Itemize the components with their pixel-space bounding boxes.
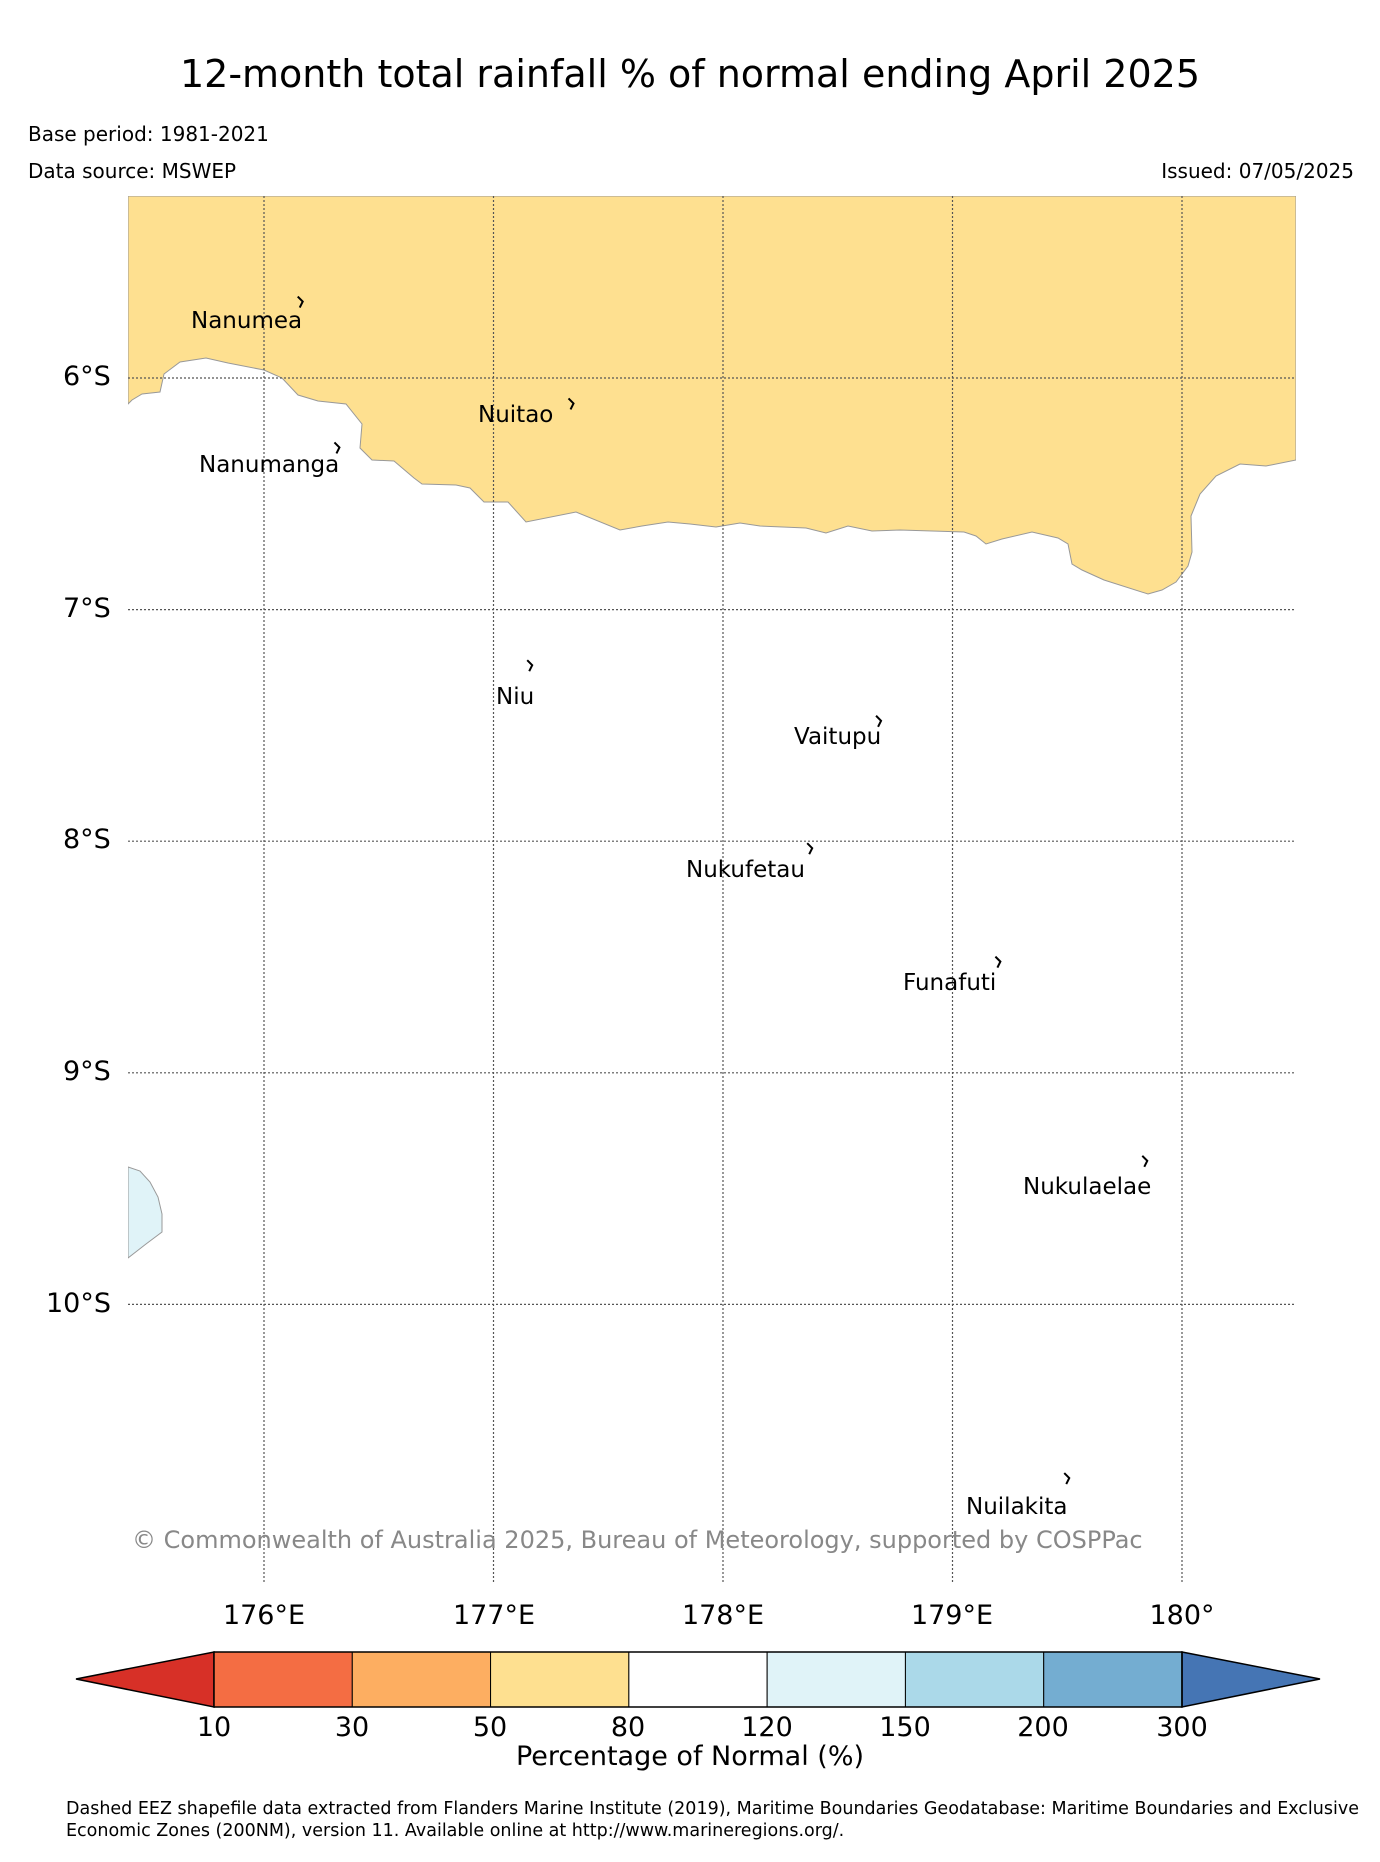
- colorbar-tick-200: 200: [1017, 1712, 1069, 1743]
- footnote: Dashed EEZ shapefile data extracted from…: [66, 1799, 1359, 1841]
- colorbar-segment: [490, 1651, 630, 1708]
- island-outline-nanumanga: [333, 441, 341, 454]
- colorbar-segment: [766, 1651, 906, 1708]
- island-label-nanumea: Nanumea: [191, 308, 303, 334]
- island-outline-niu: [526, 659, 534, 672]
- island-outline-nuitao: [567, 397, 575, 410]
- colorbar-over-arrow: [1181, 1651, 1321, 1708]
- colorbar-tick-80: 80: [610, 1712, 646, 1743]
- map-frame: [128, 196, 1296, 1582]
- island-outline-funafuti: [994, 955, 1002, 969]
- colorbar-label: Percentage of Normal (%): [515, 1741, 865, 1772]
- island-outline-nukulaelae: [1141, 1155, 1149, 1168]
- lat-label-7s: 7°S: [63, 593, 111, 624]
- colorbar-under-arrow: [75, 1651, 215, 1708]
- island-label-nukufetau: Nukufetau: [686, 857, 805, 883]
- copyright-notice: © Commonwealth of Australia 2025, Bureau…: [132, 1526, 1143, 1554]
- lon-label-176e: 176°E: [222, 1600, 306, 1631]
- island-label-nanumanga: Nanumanga: [199, 452, 340, 478]
- island-label-nuilakita: Nuilakita: [966, 1494, 1068, 1520]
- lat-label-10s: 10°S: [46, 1288, 111, 1319]
- lat-label-6s: 6°S: [63, 361, 111, 392]
- colorbar-segment: [1043, 1651, 1183, 1708]
- island-label-vaitupu: Vaitupu: [794, 724, 882, 750]
- lat-label-9s: 9°S: [63, 1056, 111, 1087]
- island-label-niu: Niu: [496, 684, 535, 710]
- colorbar-segment: [351, 1651, 492, 1708]
- island-outline-nukufetau: [806, 842, 814, 855]
- island-outlines: [297, 295, 1149, 1485]
- colorbar: [75, 1651, 1321, 1708]
- lon-label-180: 180°: [1149, 1600, 1215, 1631]
- lon-label-179e: 179°E: [910, 1600, 994, 1631]
- lon-label-177e: 177°E: [452, 1600, 536, 1631]
- colorbar-segment: [904, 1651, 1045, 1708]
- lat-label-8s: 8°S: [63, 824, 111, 855]
- colorbar-segment: [628, 1651, 768, 1708]
- island-label-funafuti: Funafuti: [903, 970, 997, 996]
- colorbar-tick-120: 120: [741, 1712, 793, 1743]
- rainfall-zone-120-150: [128, 1166, 163, 1259]
- island-label-nukulaelae: Nukulaelae: [1023, 1174, 1152, 1200]
- data-source: Data source: MSWEP: [28, 159, 237, 183]
- colorbar-tick-150: 150: [879, 1712, 931, 1743]
- colorbar-segment: [213, 1651, 353, 1708]
- island-label-nuitao: Nuitao: [478, 402, 554, 428]
- island-outline-nanumea: [297, 295, 304, 309]
- colorbar-tick-300: 300: [1156, 1712, 1208, 1743]
- map-title: 12-month total rainfall % of normal endi…: [179, 52, 1201, 96]
- graticule: [128, 196, 1296, 1582]
- island-outline-vaitupu: [875, 715, 883, 728]
- issued-date: Issued: 07/05/2025: [1161, 159, 1354, 183]
- lon-label-178e: 178°E: [681, 1600, 765, 1631]
- colorbar-tick-50: 50: [472, 1712, 508, 1743]
- colorbar-tick-10: 10: [196, 1712, 232, 1743]
- island-outline-nuilakita: [1063, 1472, 1071, 1485]
- base-period: Base period: 1981-2021: [28, 122, 269, 146]
- colorbar-tick-30: 30: [334, 1712, 370, 1743]
